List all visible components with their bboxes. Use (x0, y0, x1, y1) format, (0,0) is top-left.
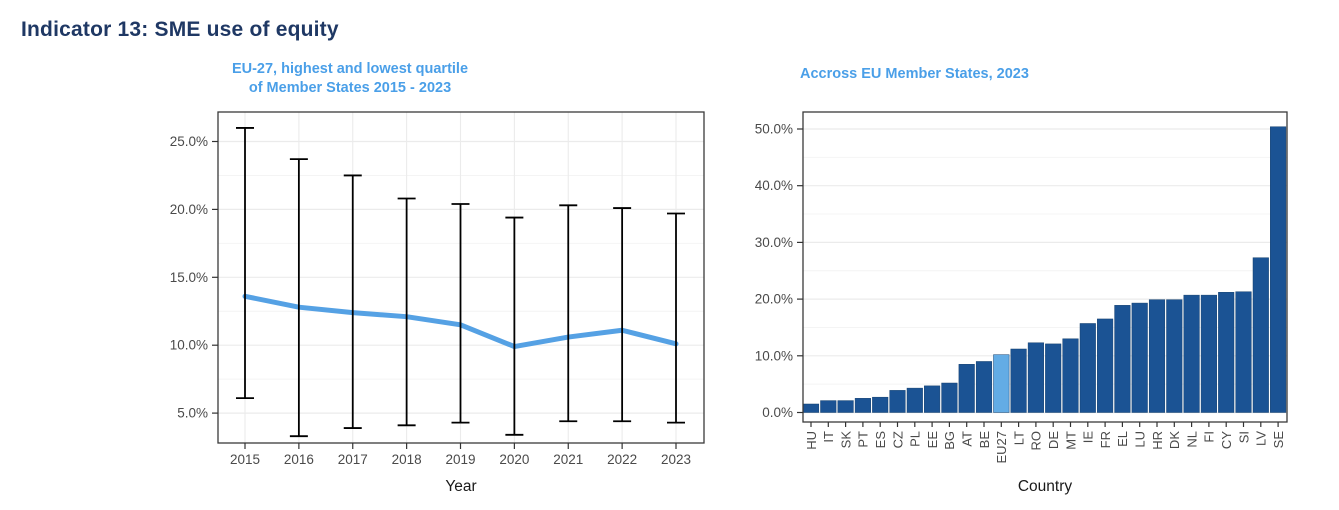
x-tick-label-IE: IE (1081, 431, 1096, 444)
x-tick-label-MT: MT (1063, 431, 1078, 450)
line-chart-title: EU-27, highest and lowest quartile of Me… (150, 60, 550, 98)
line-chart-title-line1: EU-27, highest and lowest quartile (231, 61, 469, 77)
x-axis-title: Country (1018, 478, 1073, 495)
x-tick-label: 2021 (553, 452, 583, 467)
y-tick-label: 10.0% (755, 348, 793, 363)
y-tick-label: 30.0% (755, 235, 793, 250)
bar-BG (941, 382, 958, 413)
y-tick-label: 20.0% (170, 202, 208, 217)
bar-DK (1166, 299, 1183, 413)
bar-IT (820, 400, 837, 413)
x-tick-label: 2015 (230, 452, 260, 467)
bar-LU (1131, 302, 1148, 413)
bar-EL (1114, 305, 1131, 413)
x-tick-label-DK: DK (1167, 431, 1182, 449)
bar-ES (872, 396, 889, 413)
x-tick-label-CZ: CZ (890, 431, 905, 448)
x-tick-label-NL: NL (1184, 431, 1199, 448)
bar-LV (1252, 257, 1269, 413)
bar-LT (1010, 348, 1027, 413)
y-tick-label: 50.0% (755, 122, 793, 137)
x-tick-label-EL: EL (1115, 431, 1130, 447)
y-tick-label: 25.0% (170, 134, 208, 149)
bar-FI (1200, 294, 1217, 413)
x-tick-label-BE: BE (977, 431, 992, 449)
bar-EE (924, 385, 941, 413)
bar-NL (1183, 294, 1200, 413)
x-tick-label-EU27: EU27 (994, 431, 1009, 464)
x-axis-title: Year (445, 478, 476, 495)
x-tick-label-LV: LV (1254, 431, 1269, 446)
x-tick-label-HR: HR (1150, 431, 1165, 450)
x-tick-label-LT: LT (1011, 431, 1026, 445)
bar-BE (975, 361, 993, 413)
x-tick-label-ES: ES (873, 431, 888, 449)
x-tick-label: 2023 (661, 452, 691, 467)
bar-IE (1079, 323, 1096, 413)
bar-AT (958, 364, 975, 413)
x-tick-label-EE: EE (925, 431, 940, 449)
bar-FR (1097, 318, 1114, 413)
bar-PL (906, 387, 923, 413)
quartile-line-chart: 5.0% 10.0% 15.0% 20.0% 25.0% 2015 2016 2017 2018… (170, 111, 705, 495)
bar-HR (1148, 299, 1166, 413)
bar-CZ (889, 390, 906, 413)
bar-SI (1235, 291, 1252, 413)
x-tick-label-CY: CY (1219, 431, 1234, 449)
bar-RO (1027, 342, 1044, 413)
x-tick-label-HU: HU (804, 431, 819, 450)
x-tick-label-IT: IT (821, 431, 836, 443)
y-tick-label: 0.0% (762, 405, 793, 420)
bar-CY (1218, 292, 1235, 413)
x-tick-label: 2016 (284, 452, 314, 467)
x-tick-label: 2017 (338, 452, 368, 467)
x-tick-label-RO: RO (1029, 431, 1044, 451)
bar-SK (837, 400, 854, 413)
bar-MT (1062, 338, 1079, 413)
x-tick-label-DE: DE (1046, 431, 1061, 449)
x-tick-label: 2018 (392, 452, 422, 467)
x-tick-label-BG: BG (942, 431, 957, 450)
bar-PT (854, 398, 871, 413)
bar-chart-title: Accross EU Member States, 2023 (800, 66, 1029, 82)
bar-DE (1045, 343, 1062, 413)
y-tick-label: 40.0% (755, 178, 793, 193)
y-tick-label: 20.0% (755, 292, 793, 307)
x-tick-label-PT: PT (856, 431, 871, 448)
line-chart-title-line2: of Member States 2015 - 2023 (248, 80, 452, 96)
x-tick-label-AT: AT (960, 431, 975, 447)
page-title: Indicator 13: SME use of equity (21, 18, 339, 41)
x-tick-label: 2019 (445, 452, 475, 467)
bar-HU (802, 403, 820, 413)
x-tick-label: 2022 (607, 452, 637, 467)
bar-SE (1270, 126, 1287, 413)
x-tick-label-FI: FI (1202, 431, 1217, 443)
panel-border (802, 111, 1288, 423)
x-tick-label-LU: LU (1133, 431, 1148, 448)
x-tick-label-SI: SI (1236, 431, 1251, 443)
x-tick-label-PL: PL (908, 431, 923, 447)
y-tick-label: 5.0% (177, 406, 208, 421)
x-tick-label: 2020 (499, 452, 529, 467)
x-tick-label-SE: SE (1271, 431, 1286, 449)
x-tick-label-SK: SK (838, 431, 853, 449)
y-tick-label: 10.0% (170, 338, 208, 353)
country-bar-chart: 0.0%10.0%20.0%30.0%40.0%50.0%HU IT SK PT ES C… (755, 111, 1288, 495)
bar-EU27 (993, 354, 1010, 413)
y-tick-label: 15.0% (170, 270, 208, 285)
x-tick-label-FR: FR (1098, 431, 1113, 448)
